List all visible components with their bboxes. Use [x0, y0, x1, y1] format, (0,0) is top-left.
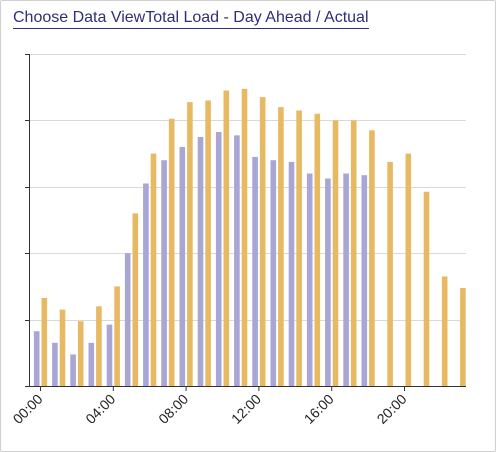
bar-actual [124, 253, 131, 386]
bar-day-ahead [241, 88, 248, 387]
bar-day-ahead [114, 286, 120, 386]
bar-day-ahead [278, 107, 284, 387]
bar-actual [215, 132, 222, 386]
bar-actual [343, 173, 349, 386]
bar-actual [197, 137, 204, 386]
x-tick-label: 04:00 [82, 391, 118, 427]
bar-day-ahead [314, 113, 321, 386]
bar-actual [306, 173, 313, 386]
bar-day-ahead [332, 120, 339, 387]
bar-day-ahead [259, 97, 266, 386]
bar-day-ahead [41, 298, 48, 386]
bar-actual [270, 160, 277, 386]
choose-data-view-link[interactable]: Choose Data View [13, 9, 146, 26]
bar-actual [52, 342, 58, 386]
x-tick-label: 08:00 [155, 391, 191, 427]
bar-actual [325, 178, 331, 386]
panel-title: Choose Data ViewTotal Load - Day Ahead /… [13, 9, 369, 29]
bar-actual [361, 175, 368, 386]
bar-day-ahead [205, 100, 211, 386]
bar-day-ahead [150, 153, 157, 386]
bar-day-ahead [369, 130, 375, 386]
bar-day-ahead [96, 306, 102, 386]
chart-title: Total Load - Day Ahead / Actual [145, 9, 369, 26]
bar-actual [88, 342, 95, 386]
x-tick-label: 00:00 [10, 391, 46, 427]
bar-actual [143, 183, 149, 386]
bar-day-ahead [187, 102, 193, 386]
x-tick-label: 20:00 [374, 391, 410, 427]
bar-day-ahead [460, 288, 466, 386]
bar-actual [179, 146, 186, 386]
bar-actual [70, 354, 76, 386]
x-tick-label: 12:00 [228, 391, 264, 427]
bar-day-ahead [59, 309, 66, 386]
bar-day-ahead [387, 161, 393, 386]
bar-actual [33, 331, 40, 386]
x-tick-label: 16:00 [301, 391, 337, 427]
bar-actual [288, 161, 295, 386]
bar-actual [106, 324, 113, 386]
bar-day-ahead [441, 276, 448, 386]
bar-day-ahead [132, 213, 139, 386]
bar-actual [234, 135, 240, 386]
bar-day-ahead [77, 321, 84, 386]
bar-day-ahead [168, 118, 175, 387]
bar-day-ahead [405, 153, 412, 386]
bar-day-ahead [350, 120, 357, 387]
bar-day-ahead [296, 110, 302, 386]
bar-actual [161, 160, 167, 386]
bar-day-ahead [223, 90, 230, 387]
bar-actual [252, 156, 258, 386]
bar-day-ahead [423, 191, 430, 386]
